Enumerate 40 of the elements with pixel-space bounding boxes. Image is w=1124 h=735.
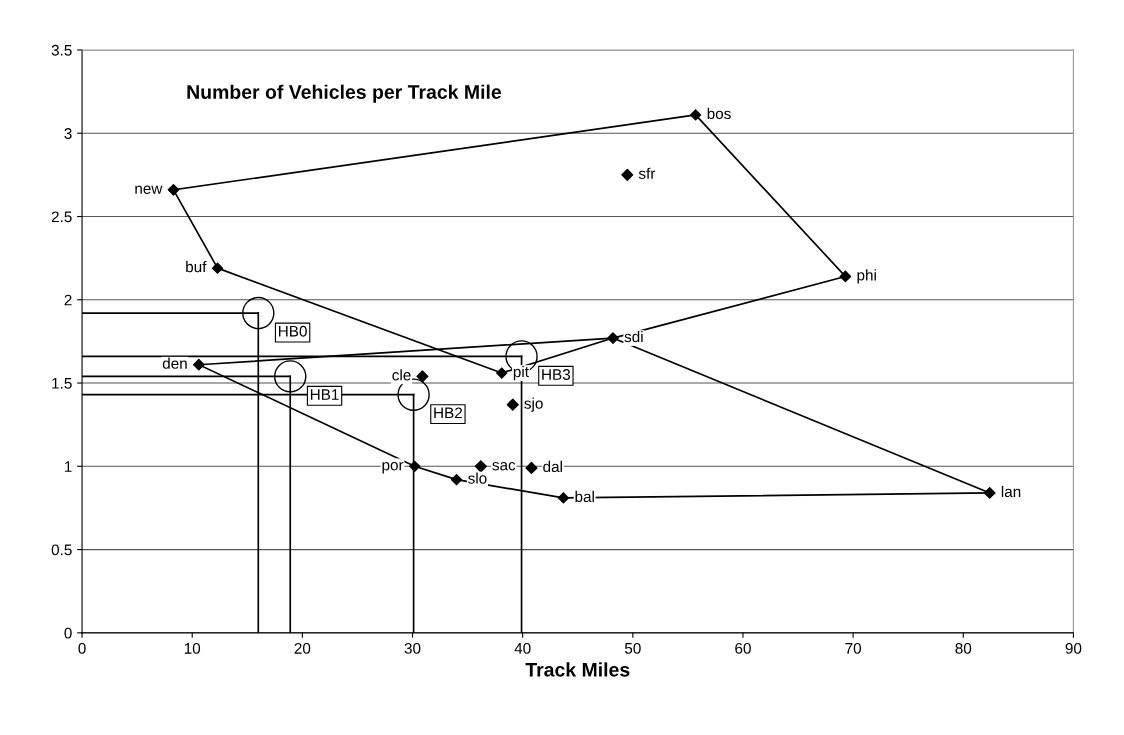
x-tick-label: 10 [184, 642, 201, 654]
x-axis-title: Track Miles [525, 662, 630, 677]
y-tick-label: 1 [65, 461, 72, 472]
x-tick-label: 40 [514, 642, 531, 654]
annotation: cle [392, 369, 411, 381]
series-label: HB0 [278, 325, 307, 337]
annotation: buf [186, 261, 207, 273]
series-label: HB2 [434, 407, 463, 419]
y-tick-label: 3 [64, 128, 72, 139]
x-tick-label: 60 [735, 642, 751, 654]
annotation: sdi [624, 330, 643, 343]
annotation: phi [857, 269, 876, 284]
x-tick-label: 90 [1065, 642, 1082, 654]
y-tick-label: 2.5 [51, 211, 72, 223]
annotation: dal [543, 460, 562, 473]
annotation: bal [575, 490, 594, 503]
annotation: new [135, 185, 163, 194]
series-label: HB1 [310, 389, 339, 400]
x-tick-label: 50 [624, 642, 641, 654]
x-tick-label: 20 [294, 642, 311, 654]
annotation: sjo [524, 397, 543, 412]
y-tick-label: 3.5 [51, 44, 72, 56]
x-tick-label: 30 [404, 642, 421, 654]
text: Number of Vehicles per Track Mile [187, 84, 502, 103]
y-tick-label: 0.5 [51, 544, 72, 556]
x-tick-label: 70 [845, 642, 862, 654]
annotation: sfr [638, 167, 656, 179]
x-tick-label: 80 [955, 642, 972, 654]
y-tick-label: 1.5 [52, 378, 72, 389]
annotation: slo [468, 472, 487, 484]
series-label: HB3 [542, 369, 571, 380]
annotation: por [382, 462, 404, 474]
annotation: sac [492, 462, 516, 471]
x-tick-label: 0 [78, 642, 86, 654]
annotation: den [162, 357, 187, 369]
annotation: pit [513, 365, 529, 381]
annotation: bos [707, 107, 731, 120]
y-tick-label: 2 [64, 294, 72, 306]
annotation: lan [1001, 485, 1021, 498]
y-tick-label: 0 [64, 627, 72, 639]
